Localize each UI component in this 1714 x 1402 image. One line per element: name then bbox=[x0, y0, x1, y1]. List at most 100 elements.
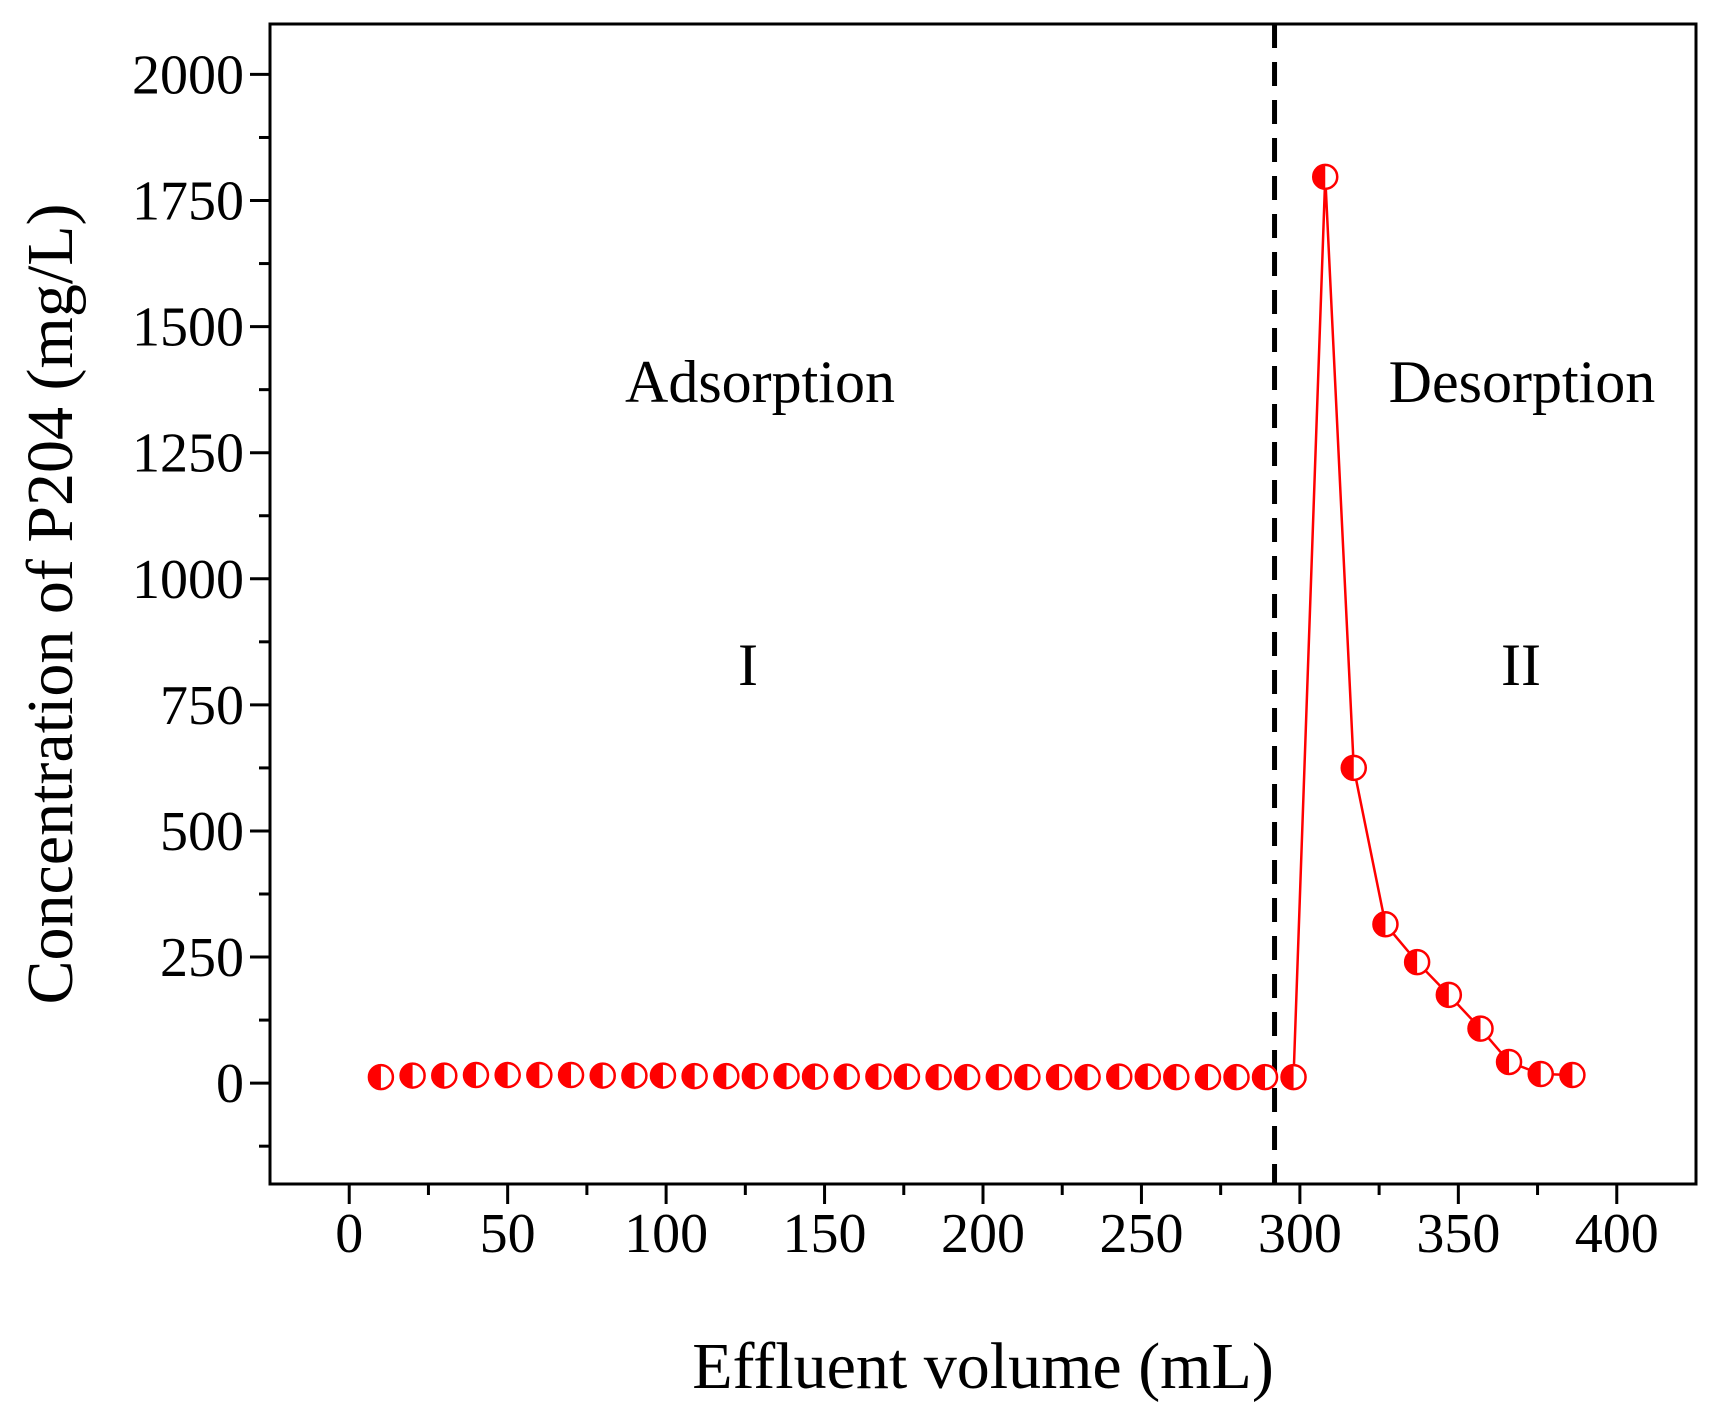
x-axis: 0 50 100 150 200 250 300 350 400 bbox=[335, 1184, 1659, 1265]
data-point bbox=[801, 1063, 829, 1090]
data-point bbox=[1435, 981, 1463, 1009]
marker-half-fill bbox=[1015, 1065, 1028, 1090]
marker-half-fill bbox=[834, 1064, 847, 1089]
y-tick-label: 1500 bbox=[132, 297, 244, 359]
data-point bbox=[1074, 1063, 1101, 1091]
marker-half-fill bbox=[1195, 1065, 1208, 1090]
data-point bbox=[741, 1062, 769, 1090]
y-tick-label: 750 bbox=[160, 675, 244, 737]
marker-half-fill bbox=[866, 1064, 879, 1089]
marker-half-fill bbox=[1253, 1065, 1266, 1090]
y-tick-label: 2000 bbox=[132, 44, 244, 106]
data-point bbox=[1223, 1063, 1250, 1091]
marker-half-fill bbox=[650, 1063, 663, 1088]
data-point bbox=[526, 1061, 553, 1089]
y-axis: 0 250 500 750 1000 1250 1500 1750 2000 bbox=[132, 44, 270, 1148]
marker-half-fill bbox=[682, 1064, 695, 1089]
marker-half-fill bbox=[463, 1063, 476, 1088]
data-point bbox=[1251, 1063, 1279, 1091]
y-tick-label: 1750 bbox=[132, 171, 244, 233]
series-line bbox=[1292, 176, 1573, 1078]
data-point bbox=[893, 1063, 921, 1090]
data-point bbox=[865, 1063, 892, 1090]
y-tick-label: 250 bbox=[160, 927, 244, 989]
y-tick-label: 500 bbox=[160, 801, 244, 863]
data-point bbox=[462, 1061, 490, 1089]
marker-half-fill bbox=[590, 1063, 603, 1088]
data-point bbox=[1014, 1063, 1041, 1091]
marker-half-fill bbox=[955, 1065, 968, 1090]
data-point bbox=[1527, 1060, 1554, 1088]
data-point bbox=[1194, 1063, 1222, 1091]
desorption-label: Desorption bbox=[1389, 349, 1656, 415]
adsorption-label: Adsorption bbox=[625, 349, 895, 415]
marker-half-fill bbox=[1281, 1065, 1294, 1090]
data-point bbox=[1559, 1061, 1586, 1089]
data-point bbox=[1106, 1063, 1133, 1090]
data-point bbox=[399, 1062, 426, 1089]
data-point bbox=[589, 1062, 616, 1089]
x-tick-label: 350 bbox=[1416, 1203, 1500, 1265]
marker-half-fill bbox=[1075, 1065, 1088, 1090]
data-point bbox=[431, 1062, 458, 1089]
marker-half-fill bbox=[1405, 950, 1418, 975]
x-tick-label: 100 bbox=[624, 1203, 708, 1265]
x-tick-label: 200 bbox=[941, 1203, 1025, 1265]
region-i-label: I bbox=[738, 632, 758, 698]
data-point bbox=[1467, 1015, 1494, 1042]
data-point bbox=[953, 1063, 981, 1091]
marker-half-fill bbox=[1497, 1049, 1510, 1074]
data-point bbox=[985, 1063, 1013, 1091]
x-tick-label: 300 bbox=[1258, 1203, 1342, 1265]
x-tick-label: 50 bbox=[480, 1203, 536, 1265]
data-point bbox=[681, 1062, 708, 1090]
marker-half-fill bbox=[1224, 1065, 1237, 1090]
data-point bbox=[621, 1062, 648, 1089]
data-point bbox=[557, 1061, 585, 1089]
marker-half-fill bbox=[1341, 755, 1354, 780]
data-point bbox=[367, 1063, 395, 1091]
x-tick-label: 0 bbox=[335, 1203, 363, 1265]
data-point bbox=[1311, 163, 1339, 191]
marker-half-fill bbox=[742, 1064, 755, 1089]
data-point bbox=[1045, 1063, 1073, 1091]
marker-half-fill bbox=[1313, 164, 1326, 189]
data-point bbox=[1134, 1063, 1162, 1090]
y-tick-label: 0 bbox=[216, 1053, 244, 1115]
plot-frame bbox=[268, 22, 1698, 1186]
data-point bbox=[925, 1063, 952, 1091]
marker-half-fill bbox=[400, 1063, 413, 1088]
marker-half-fill bbox=[1373, 912, 1386, 937]
marker-half-fill bbox=[894, 1064, 907, 1089]
y-tick-label: 1000 bbox=[132, 549, 244, 611]
marker-half-fill bbox=[1107, 1064, 1120, 1089]
marker-half-fill bbox=[926, 1065, 939, 1090]
y-tick-label: 1250 bbox=[132, 423, 244, 485]
data-point bbox=[1495, 1048, 1523, 1076]
marker-half-fill bbox=[1164, 1065, 1177, 1090]
marker-half-fill bbox=[986, 1065, 999, 1090]
data-point bbox=[1403, 948, 1431, 976]
data-point bbox=[1372, 911, 1399, 938]
marker-half-fill bbox=[714, 1064, 727, 1089]
data-point bbox=[773, 1062, 800, 1090]
marker-half-fill bbox=[803, 1064, 816, 1089]
data-point bbox=[1163, 1063, 1190, 1091]
marker-half-fill bbox=[527, 1063, 540, 1088]
marker-half-fill bbox=[1560, 1063, 1573, 1088]
data-point bbox=[1280, 1063, 1307, 1091]
data-point bbox=[649, 1062, 677, 1089]
marker-half-fill bbox=[1135, 1064, 1148, 1089]
marker-half-fill bbox=[774, 1064, 787, 1089]
marker-half-fill bbox=[368, 1065, 381, 1090]
marker-half-fill bbox=[1468, 1016, 1481, 1041]
marker-half-fill bbox=[559, 1063, 572, 1088]
marker-half-fill bbox=[1047, 1065, 1060, 1090]
region-ii-label: II bbox=[1501, 632, 1541, 698]
data-point bbox=[494, 1061, 521, 1089]
x-tick-label: 250 bbox=[1099, 1203, 1183, 1265]
x-tick-label: 150 bbox=[783, 1203, 867, 1265]
data-point bbox=[713, 1062, 740, 1090]
data-series bbox=[367, 163, 1586, 1091]
